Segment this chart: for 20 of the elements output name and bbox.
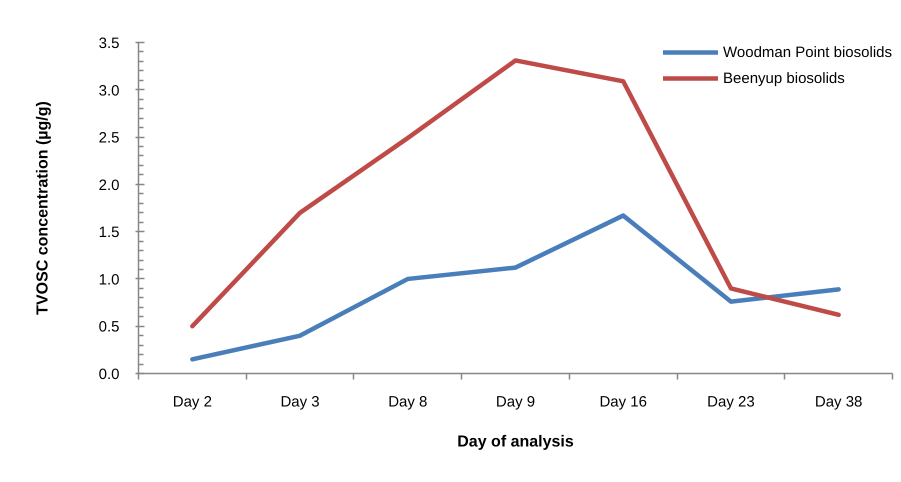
- x-tick-label: Day 2: [172, 394, 212, 410]
- legend-label: Woodman Point biosolids: [723, 44, 892, 60]
- y-axis-title: TVOSC concentration (µg/g): [34, 101, 52, 315]
- x-axis-title: Day of analysis: [457, 434, 574, 450]
- x-tick-label: Day 8: [388, 394, 428, 410]
- y-tick-label: 3.0: [98, 82, 120, 100]
- line-series: [190, 213, 841, 362]
- y-tick-label: 1.0: [98, 271, 120, 288]
- y-tick-label: 3.5: [98, 35, 120, 52]
- y-tick-label: 2.0: [98, 176, 120, 194]
- legend-label: Beenyup biosolids: [723, 70, 845, 86]
- x-tick-label: Day 38: [814, 394, 862, 410]
- y-tick-label: 0.5: [98, 318, 120, 336]
- x-tick-label: Day 3: [280, 394, 320, 410]
- x-tick-label: Day 23: [707, 394, 755, 410]
- y-tick-label: 1.5: [98, 224, 120, 242]
- y-tick-label: 2.5: [98, 130, 120, 147]
- x-tick-label: Day 16: [599, 394, 647, 410]
- y-tick-label: 0.0: [98, 366, 120, 383]
- x-tick-label: Day 9: [496, 394, 536, 410]
